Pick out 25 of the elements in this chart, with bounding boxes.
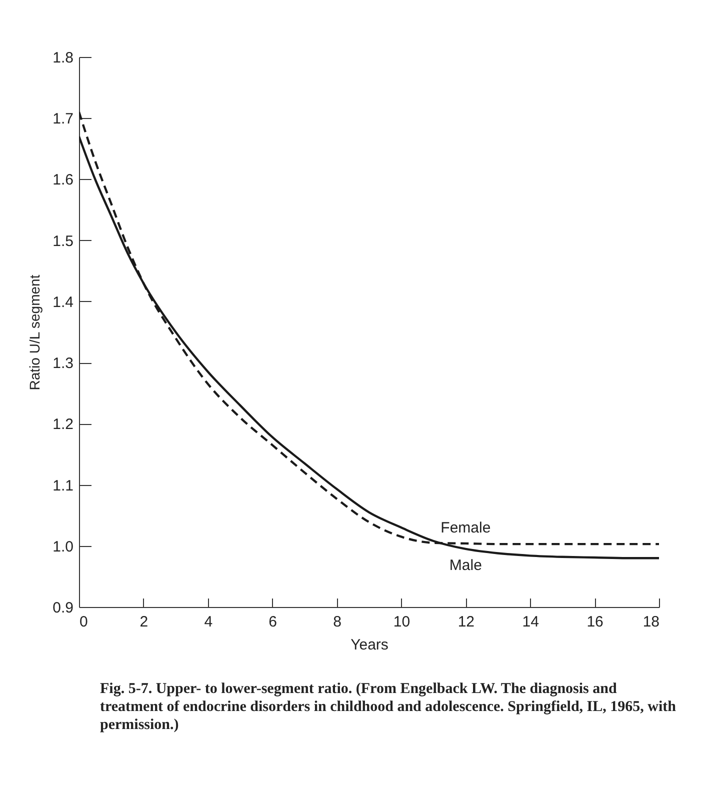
series-label: Female: [440, 519, 491, 536]
x-tick-label: 8: [333, 614, 342, 630]
x-tick-label: 0: [80, 614, 88, 630]
caption: Fig. 5-7. Upper- to lower-segment ratio. (From Engelback LW. The diagnosis and treatment of endocrine disorders in childhood and adolescence. Springfield, IL, 1965, with permission.): [100, 680, 677, 734]
y-tick-label: 1.4: [52, 294, 74, 311]
y-tick-label: 1.7: [52, 110, 74, 128]
y-tick-label: 1.6: [52, 172, 74, 189]
y-tick-label: 0.9: [52, 600, 74, 616]
y-tick-label: 1.8: [52, 50, 74, 66]
y-axis-title: Ratio U/L segment: [26, 274, 43, 390]
x-tick-label: 2: [140, 614, 148, 630]
series-label: Male: [449, 556, 482, 574]
x-tick-label: 16: [586, 614, 604, 630]
x-tick-label: 4: [204, 614, 213, 630]
y-tick-label: 1.2: [52, 416, 74, 434]
x-tick-label: 18: [642, 614, 660, 630]
x-tick-label: 14: [522, 614, 539, 630]
x-axis-title: Years: [350, 636, 388, 654]
y-tick-label: 1.5: [52, 232, 74, 250]
y-tick-label: 1.0: [52, 538, 74, 556]
y-tick-label: 1.1: [52, 477, 74, 494]
x-tick-label: 12: [458, 614, 475, 630]
y-tick-label: 1.3: [52, 355, 74, 372]
x-tick-label: 6: [268, 614, 278, 630]
x-tick-label: 10: [393, 614, 410, 630]
